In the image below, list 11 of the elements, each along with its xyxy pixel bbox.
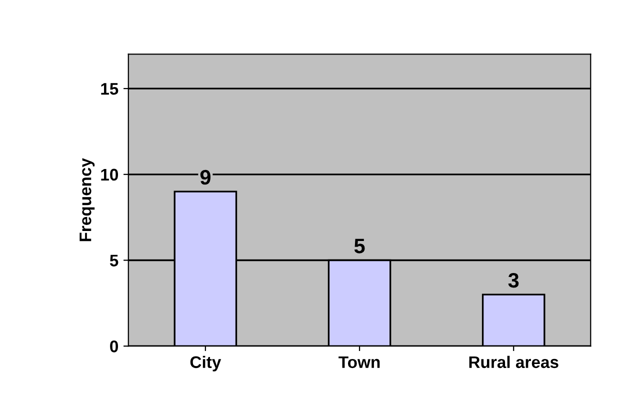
y-tick-label: 15	[101, 83, 118, 95]
data-label: 9	[200, 170, 210, 185]
y-axis-title: Frequency	[80, 158, 95, 242]
y-tick-label: 5	[110, 254, 118, 266]
x-tick-label: Town	[338, 356, 380, 368]
y-tick-label: 10	[101, 168, 118, 181]
x-tick-label: City	[190, 356, 222, 372]
y-tick-label: 0	[110, 340, 118, 352]
data-label: 3	[508, 272, 519, 288]
data-label: 5	[354, 238, 365, 254]
x-tick-label: Rural areas	[469, 356, 558, 368]
